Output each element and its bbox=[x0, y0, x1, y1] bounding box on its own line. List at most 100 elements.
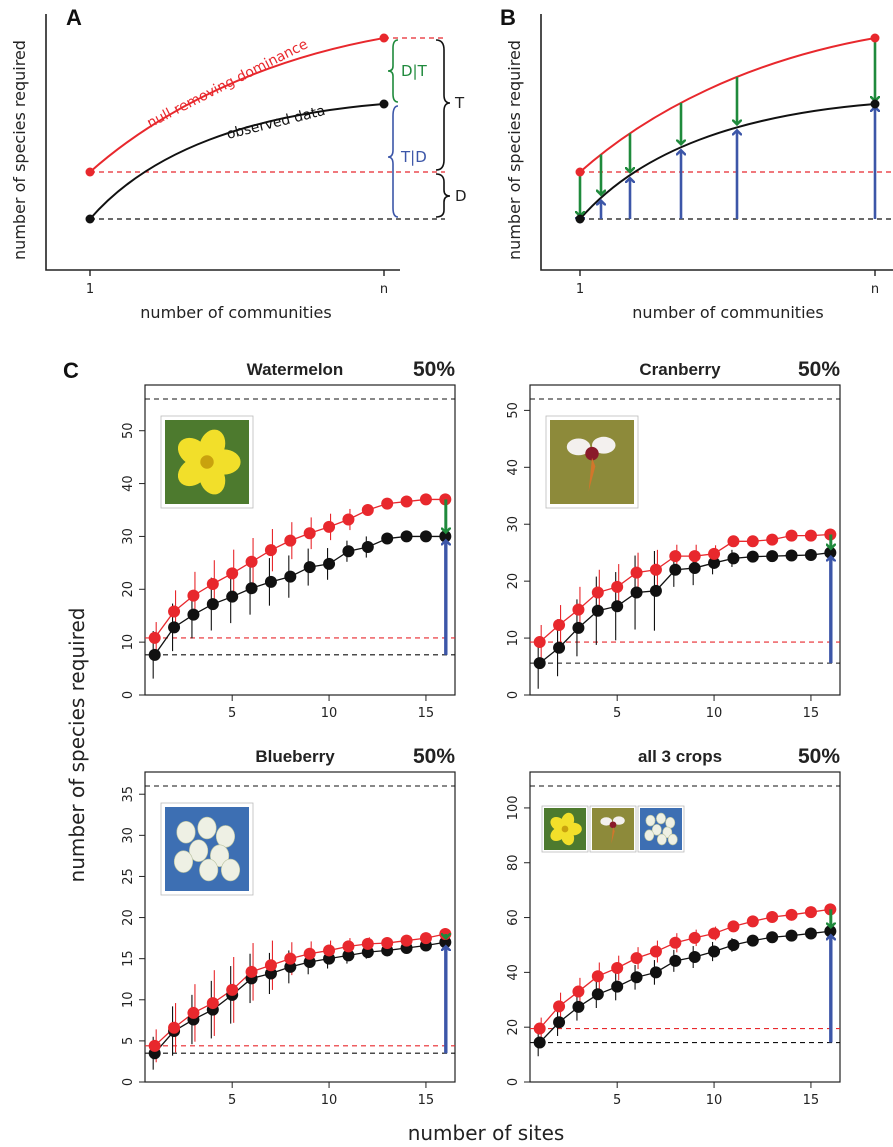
null-point bbox=[804, 529, 817, 542]
panel-a-td-label: T|D bbox=[400, 148, 427, 166]
observed-point bbox=[727, 938, 740, 951]
x-tick-label: 5 bbox=[228, 1093, 236, 1108]
petal bbox=[220, 858, 241, 882]
y-tick-label: 0 bbox=[506, 1078, 521, 1086]
observed-point bbox=[572, 621, 585, 634]
y-tick-label: 30 bbox=[121, 528, 136, 545]
observed-point bbox=[591, 988, 604, 1001]
panel-b-ylabel: number of species required bbox=[505, 40, 524, 260]
petal bbox=[656, 833, 667, 846]
panel-a-null-start-point bbox=[85, 167, 95, 177]
y-tick-label: 40 bbox=[121, 475, 136, 492]
null-point bbox=[708, 927, 721, 940]
x-tick-label: 10 bbox=[321, 1093, 338, 1108]
plot-frame bbox=[529, 384, 841, 696]
panel-a-d-brace bbox=[435, 173, 451, 218]
panel-b-xtick-n: n bbox=[871, 282, 879, 297]
y-tick-label: 0 bbox=[121, 691, 136, 699]
null-point bbox=[727, 535, 740, 548]
petal bbox=[197, 816, 217, 840]
null-point bbox=[649, 563, 662, 576]
flower-center bbox=[609, 821, 617, 829]
null-point bbox=[168, 605, 181, 618]
panel-b-observed-curve bbox=[579, 103, 876, 220]
x-tick-label: 10 bbox=[706, 706, 723, 721]
panel-a-xtick-n: n bbox=[380, 282, 388, 297]
chart-title: Blueberry bbox=[255, 747, 335, 766]
y-tick-label: 0 bbox=[121, 1078, 136, 1086]
panel-b-letter: B bbox=[500, 5, 516, 30]
y-tick-label: 30 bbox=[506, 516, 521, 533]
observed-point bbox=[361, 541, 374, 553]
petal bbox=[665, 816, 676, 829]
y-tick-label: 100 bbox=[506, 796, 521, 821]
chart-3: all 3 crops 50% 0 20 40 60 80 100 5 10 15 bbox=[506, 745, 841, 1108]
panel-a-dt-label: D|T bbox=[401, 62, 428, 80]
y-tick-label: 10 bbox=[506, 630, 521, 647]
petal bbox=[215, 825, 236, 848]
panel-c: C number of species required number of s… bbox=[63, 358, 841, 1145]
panel-a-observed-label: observed data bbox=[225, 103, 327, 143]
null-point bbox=[381, 937, 394, 950]
null-point bbox=[323, 520, 336, 533]
null-point bbox=[284, 952, 297, 965]
null-point bbox=[746, 915, 759, 928]
panel-a-dt-brace bbox=[387, 39, 399, 103]
null-point bbox=[708, 547, 721, 560]
null-point bbox=[400, 934, 413, 947]
chart-percent: 50% bbox=[798, 745, 840, 768]
petal bbox=[613, 816, 625, 825]
observed-point bbox=[245, 582, 258, 595]
null-point bbox=[727, 920, 740, 933]
petal bbox=[600, 817, 613, 826]
null-point bbox=[187, 1006, 200, 1019]
observed-point bbox=[400, 530, 413, 543]
null-point bbox=[533, 1022, 546, 1035]
petal bbox=[667, 833, 678, 846]
null-point bbox=[688, 550, 701, 563]
null-point bbox=[342, 513, 355, 526]
panel-b-axes bbox=[540, 14, 893, 271]
null-point bbox=[323, 944, 336, 957]
y-tick-label: 80 bbox=[506, 854, 521, 871]
observed-point bbox=[669, 954, 682, 967]
observed-point bbox=[264, 575, 277, 588]
panel-b-arrows bbox=[580, 38, 875, 222]
null-point bbox=[533, 636, 546, 649]
observed-series-line bbox=[154, 941, 446, 1054]
null-point bbox=[746, 535, 759, 548]
null-point bbox=[766, 911, 779, 924]
petal bbox=[592, 436, 616, 454]
null-point bbox=[148, 631, 161, 644]
observed-series-line bbox=[154, 535, 446, 656]
null-point bbox=[187, 589, 200, 602]
panel-b-xlabel: number of communities bbox=[632, 303, 823, 322]
flower-center bbox=[585, 446, 599, 461]
panel-a-t-label: T bbox=[454, 94, 465, 112]
x-tick-label: 5 bbox=[613, 706, 621, 721]
null-point bbox=[553, 618, 566, 631]
observed-point bbox=[785, 929, 798, 942]
null-point bbox=[630, 952, 643, 965]
flower-center bbox=[200, 455, 214, 469]
null-point bbox=[168, 1021, 181, 1034]
panel-a-axes bbox=[45, 14, 400, 271]
null-point bbox=[361, 504, 374, 516]
flower-photo bbox=[160, 415, 254, 509]
null-point bbox=[361, 937, 374, 950]
panel-a-d-label: D bbox=[455, 187, 467, 205]
y-tick-label: 50 bbox=[121, 422, 136, 439]
observed-point bbox=[591, 604, 604, 617]
panel-a-observed-end-point bbox=[379, 99, 389, 109]
panel-a-xlabel: number of communities bbox=[140, 303, 331, 322]
flower-photo bbox=[545, 415, 639, 509]
panel-c-letter: C bbox=[63, 358, 79, 383]
x-tick-label: 10 bbox=[706, 1093, 723, 1108]
null-point bbox=[245, 555, 258, 568]
flower-center bbox=[561, 825, 569, 833]
null-point bbox=[206, 997, 219, 1010]
petal bbox=[644, 829, 655, 842]
plot-frame bbox=[529, 771, 841, 1083]
panel-b-observed-start-point bbox=[575, 214, 585, 224]
y-tick-label: 30 bbox=[121, 827, 136, 844]
